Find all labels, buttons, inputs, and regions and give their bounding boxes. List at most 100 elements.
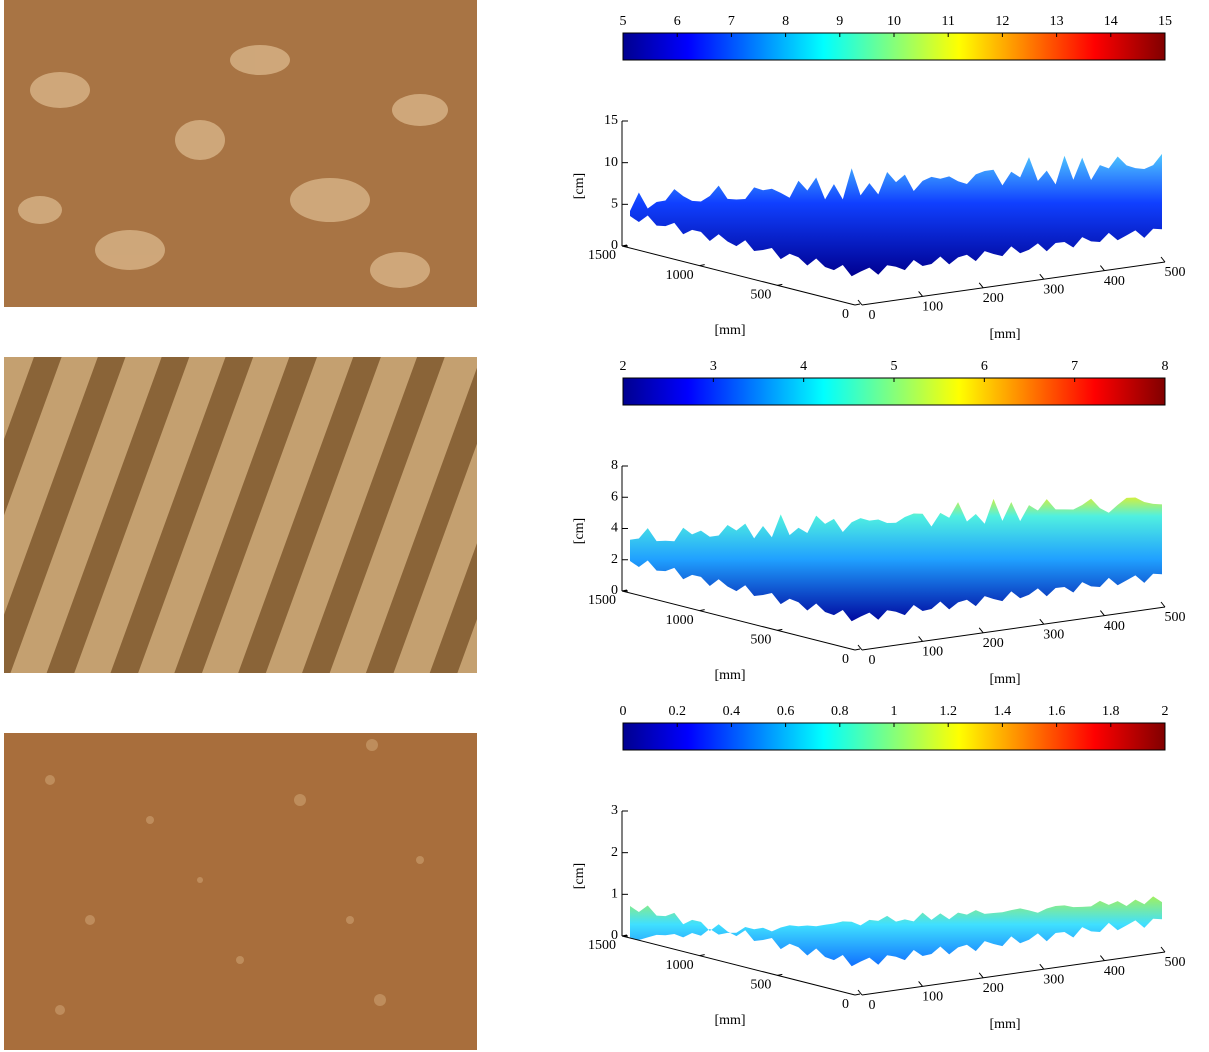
y-tick xyxy=(918,636,923,642)
photo-furrows xyxy=(4,357,477,673)
x-tick-label: 0 xyxy=(842,997,849,1012)
x-tick-label: 0 xyxy=(842,652,849,667)
z-tick-label: 0 xyxy=(611,583,618,598)
y-tick-label: 400 xyxy=(1104,274,1125,289)
colorbar-tick-label: 6 xyxy=(981,359,988,374)
y-tick-label: 500 xyxy=(1165,955,1186,970)
x-tick xyxy=(621,934,628,937)
y-axis xyxy=(861,606,1166,651)
colorbar-tick-label: 2 xyxy=(1162,704,1169,719)
colorbar-tick-label: 10 xyxy=(887,14,901,29)
colorbar-tick-label: 4 xyxy=(800,359,807,374)
y-tick xyxy=(1100,955,1105,961)
y-tick xyxy=(1160,256,1166,263)
z-tick-label: 0 xyxy=(611,928,618,943)
colorbar-tick-label: 1.6 xyxy=(1048,704,1066,719)
colorbar-tick-label: 3 xyxy=(710,359,717,374)
y-tick xyxy=(1039,963,1045,970)
x-tick-label: 0 xyxy=(842,307,849,322)
colorbar-tick-label: 8 xyxy=(1162,359,1169,374)
y-tick xyxy=(978,972,984,979)
z-tick-label: 3 xyxy=(611,803,618,818)
y-tick xyxy=(857,299,863,306)
colorbar xyxy=(622,377,1166,406)
x-tick-label: 500 xyxy=(750,633,771,648)
colorbar-tick-label: 13 xyxy=(1050,14,1064,29)
y-tick xyxy=(1100,610,1105,616)
colorbar xyxy=(622,32,1166,61)
x-axis-label: [mm] xyxy=(714,668,745,683)
colorbar-tick-label: 9 xyxy=(836,14,843,29)
x-tick xyxy=(777,283,783,286)
surface xyxy=(630,896,1162,967)
y-tick xyxy=(1039,273,1045,280)
z-tick-label: 8 xyxy=(611,458,618,473)
colorbar-tick-label: 5 xyxy=(891,359,898,374)
y-tick xyxy=(918,291,923,297)
x-axis-label: [mm] xyxy=(714,1013,745,1028)
y-tick xyxy=(1160,946,1166,953)
x-axis xyxy=(621,245,856,306)
colorbar xyxy=(622,722,1166,751)
y-tick-label: 0 xyxy=(869,653,876,668)
x-tick xyxy=(699,954,705,957)
x-tick-label: 500 xyxy=(750,978,771,993)
colorbar-tick-label: 7 xyxy=(728,14,735,29)
colorbar-tick-label: 0.4 xyxy=(723,704,741,719)
y-tick-label: 500 xyxy=(1165,610,1186,625)
x-axis xyxy=(621,590,856,651)
colorbar-tick-label: 5 xyxy=(620,14,627,29)
y-tick-label: 100 xyxy=(922,645,943,660)
y-tick xyxy=(918,981,923,987)
z-tick-label: 5 xyxy=(611,197,618,212)
x-tick-label: 1000 xyxy=(666,268,694,283)
y-tick xyxy=(1039,618,1045,625)
colorbar-tick-label: 6 xyxy=(674,14,681,29)
colorbar-tick-label: 0.8 xyxy=(831,704,849,719)
y-tick-label: 200 xyxy=(983,981,1004,996)
z-tick-label: 2 xyxy=(611,552,618,567)
y-tick-label: 0 xyxy=(869,998,876,1013)
colorbar-tick-label: 11 xyxy=(941,14,954,29)
y-tick xyxy=(1160,601,1166,608)
colorbar-tick-label: 8 xyxy=(782,14,789,29)
colorbar-tick-label: 14 xyxy=(1104,14,1118,29)
y-tick-label: 200 xyxy=(983,636,1004,651)
x-tick xyxy=(854,648,861,651)
z-tick-label: 15 xyxy=(604,113,618,128)
colorbar-tick-label: 1.8 xyxy=(1102,704,1120,719)
surface xyxy=(630,497,1162,622)
y-tick-label: 300 xyxy=(1043,627,1064,642)
x-tick-label: 1500 xyxy=(588,938,616,953)
y-tick-label: 100 xyxy=(922,990,943,1005)
x-tick xyxy=(854,303,861,306)
y-axis xyxy=(861,261,1166,306)
colorbar-tick-label: 1.4 xyxy=(994,704,1012,719)
y-tick xyxy=(857,989,863,996)
z-axis-label: [cm] xyxy=(572,173,587,199)
x-tick-label: 1500 xyxy=(588,593,616,608)
x-tick xyxy=(854,993,861,996)
y-tick-label: 400 xyxy=(1104,619,1125,634)
x-tick xyxy=(777,973,783,976)
y-tick-label: 100 xyxy=(922,300,943,315)
colorbar-tick-label: 12 xyxy=(995,14,1009,29)
y-tick xyxy=(857,644,863,651)
x-axis-label: [mm] xyxy=(714,323,745,338)
z-axis-label: [cm] xyxy=(572,518,587,544)
y-tick-label: 400 xyxy=(1104,964,1125,979)
colorbar-tick-label: 2 xyxy=(620,359,627,374)
x-axis xyxy=(621,935,856,996)
y-tick xyxy=(978,282,984,289)
x-tick xyxy=(621,589,628,592)
x-tick-label: 1000 xyxy=(666,613,694,628)
z-tick-label: 1 xyxy=(611,887,618,902)
z-tick-label: 10 xyxy=(604,155,618,170)
y-tick-label: 200 xyxy=(983,291,1004,306)
z-tick-label: 2 xyxy=(611,845,618,860)
x-tick-label: 500 xyxy=(750,288,771,303)
colorbar-tick-label: 1.2 xyxy=(939,704,957,719)
z-axis-label: [cm] xyxy=(572,863,587,889)
